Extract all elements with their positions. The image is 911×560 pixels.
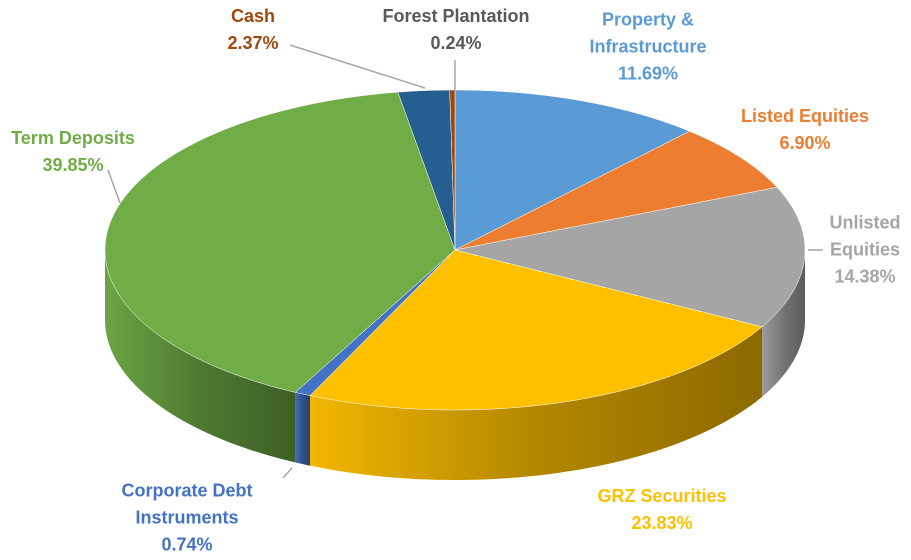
tops (104, 89, 806, 411)
category-label: Forest Plantation (382, 6, 530, 26)
value-label: 6.90% (779, 133, 831, 153)
leader-line (107, 169, 121, 204)
data-label: GRZ Securities 23.83% (552, 483, 772, 537)
category-label: Corporate Debt Instruments (121, 480, 253, 528)
value-label: 23.83% (631, 513, 693, 533)
slice (454, 187, 806, 328)
value-label: 39.85% (42, 155, 104, 175)
category-label: Cash (230, 6, 275, 26)
slice-side-shade (295, 392, 310, 466)
data-label: Listed Equities 6.90% (705, 103, 905, 157)
slice (454, 130, 778, 251)
data-label: Term Deposits 39.85% (0, 125, 173, 179)
leader-line (289, 44, 426, 89)
leader-line (282, 467, 293, 479)
data-label: Property & Infrastructure 11.69% (573, 7, 723, 88)
value-label: 11.69% (617, 63, 679, 84)
slice (454, 89, 691, 251)
slice (449, 89, 456, 251)
slice-side-shade (105, 250, 296, 463)
slice (104, 91, 456, 393)
category-label: Term Deposits (11, 128, 135, 148)
data-label: Forest Plantation 0.24% (356, 3, 556, 57)
slice (397, 89, 456, 251)
value-label: 14.38% (834, 266, 896, 287)
value-label: 2.37% (227, 33, 279, 53)
data-label: Cash 2.37% (193, 3, 313, 57)
slice-side-shade (309, 326, 763, 480)
category-label: Unlisted Equities (829, 212, 901, 260)
category-label: Listed Equities (740, 106, 870, 126)
data-label: Corporate Debt Instruments 0.74% (97, 478, 277, 559)
sides (105, 250, 805, 480)
slice (309, 249, 763, 411)
value-label: 0.24% (430, 33, 482, 53)
category-label: GRZ Securities (597, 486, 727, 506)
category-label: Property & Infrastructure (589, 9, 707, 57)
data-label: Unlisted Equities 14.38% (820, 210, 910, 291)
slice-side-shade (762, 250, 805, 397)
value-label: 0.74% (161, 534, 213, 555)
